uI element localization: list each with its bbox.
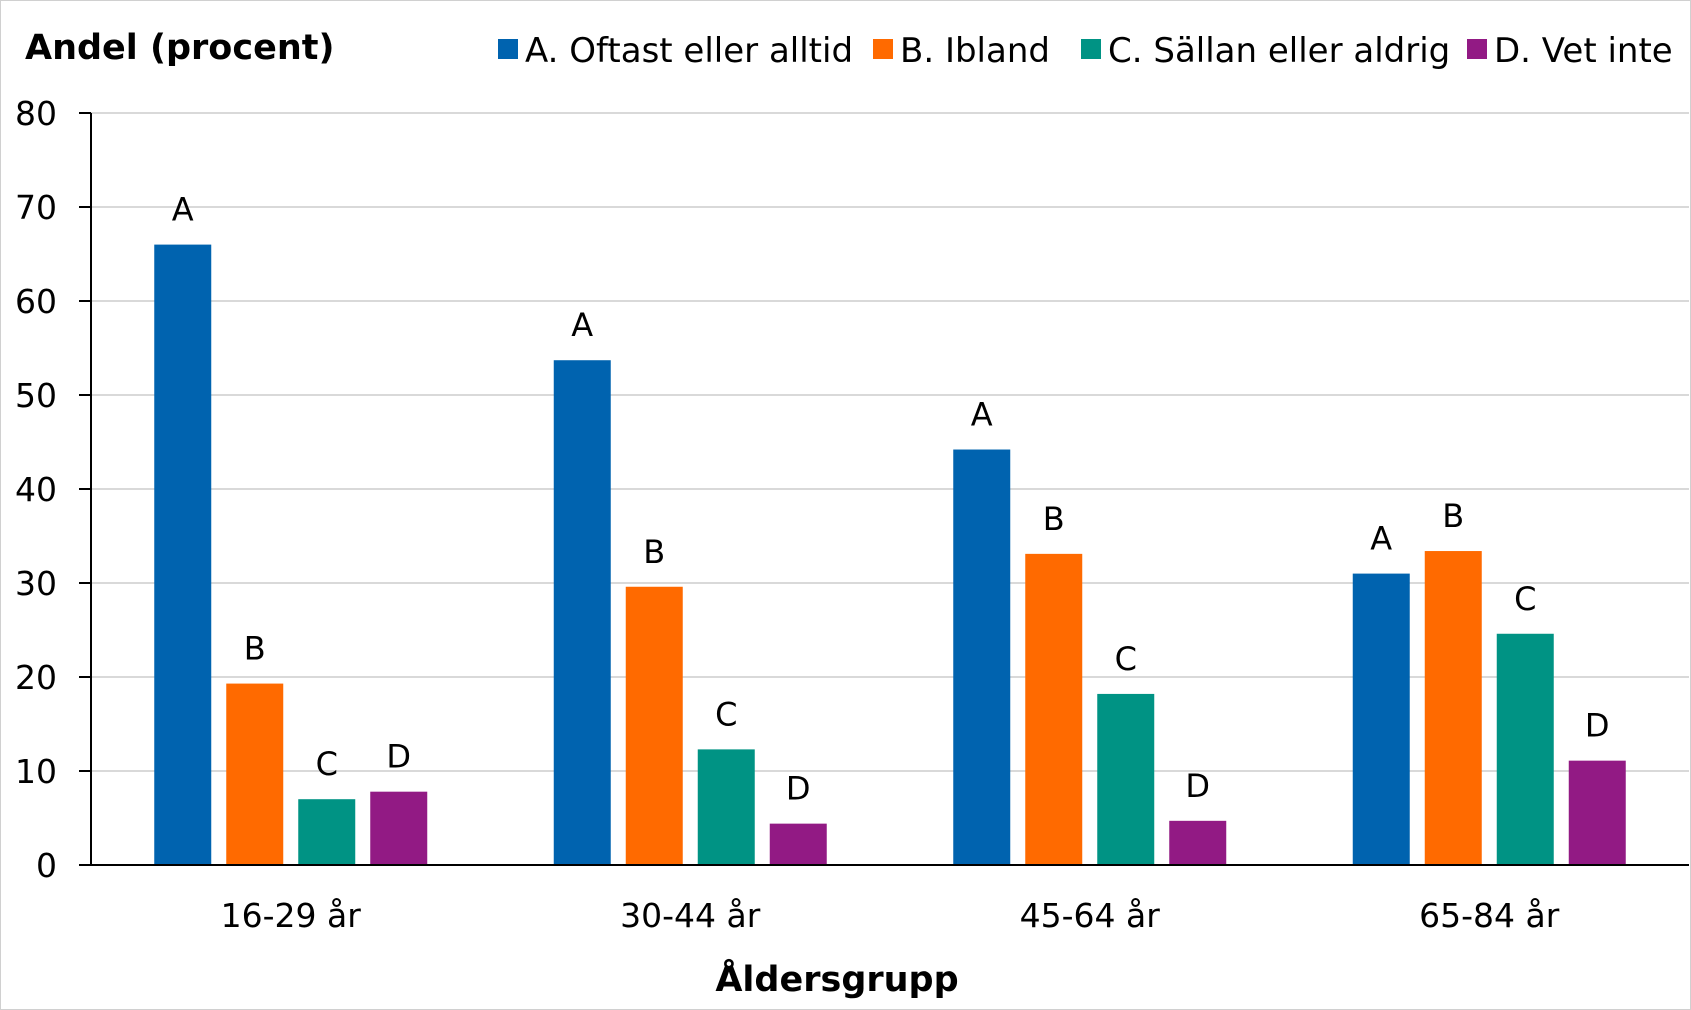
category-label: 65-84 år [1419, 896, 1560, 935]
bar [625, 586, 683, 865]
bar-label: A [1370, 520, 1392, 558]
bar-label: C [1115, 640, 1137, 678]
bars [154, 244, 1626, 866]
y-tick-label: 10 [15, 752, 57, 791]
legend-label: D. Vet inte [1494, 31, 1673, 71]
bar [953, 449, 1011, 865]
legend-label: B. Ibland [900, 31, 1050, 71]
bar [1496, 633, 1554, 865]
bar-label: A [571, 306, 593, 344]
bar-label: C [715, 695, 737, 733]
bar [1169, 820, 1227, 865]
bar-label: C [1514, 580, 1536, 618]
bar-label: B [244, 630, 266, 668]
legend-label: A. Oftast eller alltid [525, 31, 853, 71]
y-tick-label: 0 [36, 846, 57, 885]
category-label: 16-29 år [221, 896, 362, 935]
y-tick-label: 70 [15, 188, 57, 227]
bar [1568, 760, 1626, 865]
y-tick-label: 30 [15, 564, 57, 603]
bar-label: A [971, 396, 993, 434]
bar [1097, 693, 1155, 865]
bar-labels: A B C D A B C D A B C D A B C D [172, 191, 1610, 808]
bar [697, 749, 755, 865]
y-tick-label: 20 [15, 658, 57, 697]
y-tick-label: 50 [15, 376, 57, 415]
bar [553, 360, 611, 865]
legend-swatch [498, 39, 518, 59]
gridlines [91, 112, 1689, 772]
legend-swatch [873, 39, 893, 59]
bar [769, 823, 827, 865]
bar [1025, 553, 1083, 865]
bar-label: A [172, 191, 194, 229]
category-label: 45-64 år [1020, 896, 1161, 935]
bar-label: B [1043, 500, 1065, 538]
x-axis-title: Åldersgrupp [715, 958, 958, 1000]
legend-swatch [1467, 39, 1487, 59]
y-axis-title: Andel (procent) [25, 28, 334, 68]
bar-label: D [386, 738, 411, 776]
axes [79, 113, 1689, 866]
bar-label: D [1585, 707, 1610, 745]
category-label: 30-44 år [620, 896, 761, 935]
bar-label: C [316, 745, 338, 783]
y-axis-ticks: 0 10 20 30 40 50 60 70 80 [15, 94, 91, 885]
category-labels: 16-29 år 30-44 år 45-64 år 65-84 år [221, 896, 1560, 935]
legend: A. Oftast eller alltid B. Ibland C. Sällan… [498, 31, 1673, 71]
y-tick-label: 60 [15, 282, 57, 321]
legend-label: C. Sällan eller aldrig [1108, 31, 1450, 71]
y-tick-label: 80 [15, 94, 57, 133]
bar [226, 683, 284, 865]
bar-label: D [786, 770, 811, 808]
bar [154, 244, 212, 866]
bar-label: B [1442, 497, 1464, 535]
bar [1352, 573, 1410, 865]
bar-label: D [1185, 767, 1210, 805]
bar [1424, 551, 1482, 865]
bar [298, 799, 356, 865]
y-tick-label: 40 [15, 470, 57, 509]
bar [370, 791, 428, 865]
legend-swatch [1081, 39, 1101, 59]
bar-label: B [643, 533, 665, 571]
